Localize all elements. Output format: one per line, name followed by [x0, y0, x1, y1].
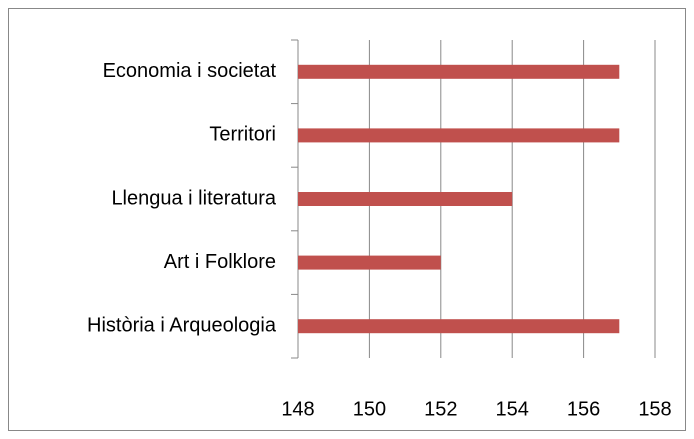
- bar: [298, 192, 513, 206]
- chart-border: [8, 8, 686, 431]
- x-tick-label: 152: [424, 398, 457, 420]
- x-tick-label: 154: [496, 398, 529, 420]
- y-tick-label: Art i Folklore: [164, 251, 276, 273]
- bar: [298, 64, 620, 79]
- bar: [298, 319, 620, 334]
- x-tick-label: 148: [281, 398, 314, 420]
- x-tick-label: 156: [567, 398, 600, 420]
- x-tick-label: 158: [638, 398, 671, 420]
- y-tick-label: Història i Arqueologia: [87, 314, 277, 336]
- y-tick-label: Llengua i literatura: [111, 187, 276, 209]
- x-tick-label: 150: [353, 398, 386, 420]
- y-tick-label: Economia i societat: [103, 60, 277, 82]
- y-tick-label: Territori: [209, 124, 276, 146]
- bar: [298, 255, 441, 270]
- bar: [298, 128, 620, 143]
